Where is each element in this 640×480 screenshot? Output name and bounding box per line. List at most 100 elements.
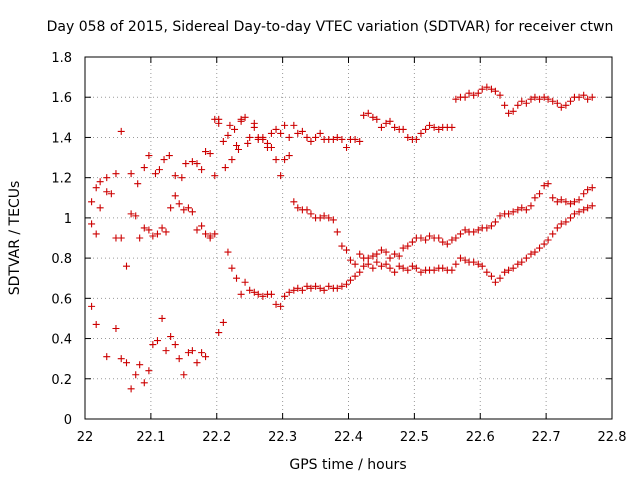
data-point-middle	[215, 329, 223, 337]
data-point-middle	[241, 278, 249, 286]
data-point-high	[151, 170, 159, 178]
data-point-high	[182, 160, 190, 168]
data-point-low	[474, 226, 482, 234]
data-point-low	[404, 242, 412, 250]
data-point-middle	[553, 224, 561, 232]
data-point-middle	[369, 264, 377, 272]
y-tick-label: 1.4	[51, 131, 72, 146]
data-point-high	[382, 119, 390, 127]
data-point-low	[316, 214, 324, 222]
data-point-high	[277, 129, 285, 137]
data-point-middle	[281, 292, 289, 300]
data-point-low	[456, 230, 464, 238]
data-point-high	[435, 125, 443, 133]
data-point-low	[496, 212, 504, 220]
y-tick-label: 0	[64, 413, 72, 428]
data-point-high	[155, 166, 163, 174]
data-point-low	[180, 371, 188, 379]
data-point-middle	[377, 262, 385, 270]
data-point-middle	[272, 300, 280, 308]
data-point-low	[522, 206, 530, 214]
data-point-low	[483, 224, 491, 232]
data-point-high	[226, 121, 234, 129]
data-point-low	[356, 250, 364, 258]
data-point-low	[285, 152, 293, 160]
data-point-middle	[474, 260, 482, 268]
x-tick-label: 22.1	[136, 430, 165, 445]
data-point-high	[487, 85, 495, 93]
data-point-low	[461, 226, 469, 234]
data-point-middle	[307, 284, 315, 292]
data-point-high	[553, 99, 561, 107]
data-point-low	[426, 232, 434, 240]
data-point-high	[202, 148, 210, 156]
data-point-middle	[496, 274, 504, 282]
y-tick-label: 0.6	[51, 292, 72, 307]
data-point-high	[92, 184, 100, 192]
data-point-middle	[303, 282, 311, 290]
data-point-high	[178, 174, 186, 182]
data-point-high	[221, 164, 229, 172]
data-point-middle	[518, 258, 526, 266]
data-point-high	[329, 135, 337, 143]
data-point-high	[338, 135, 346, 143]
data-point-low	[491, 218, 499, 226]
data-point-middle	[233, 274, 241, 282]
data-points	[88, 83, 596, 393]
data-point-middle	[399, 264, 407, 272]
data-point-middle	[117, 234, 125, 242]
data-point-high	[391, 123, 399, 131]
x-tick-label: 22	[77, 430, 94, 445]
data-point-low	[167, 333, 175, 341]
data-point-high	[145, 152, 153, 160]
data-point-low	[417, 234, 425, 242]
data-point-low	[373, 250, 381, 258]
data-point-middle	[211, 230, 219, 238]
data-point-middle	[193, 226, 201, 234]
data-point-high	[281, 121, 289, 129]
x-tick-label: 22.8	[598, 430, 627, 445]
data-point-low	[184, 349, 192, 357]
data-point-high	[461, 93, 469, 101]
data-point-low	[175, 355, 183, 363]
data-point-low	[395, 252, 403, 260]
data-point-low	[588, 184, 596, 192]
data-point-low	[307, 210, 315, 218]
data-point-middle	[557, 220, 565, 228]
data-point-low	[233, 141, 241, 149]
data-point-high	[540, 93, 548, 101]
x-tick-label: 22.6	[466, 430, 495, 445]
data-point-high	[575, 93, 583, 101]
data-point-middle	[237, 290, 245, 298]
data-point-high	[298, 127, 306, 135]
data-point-low	[452, 234, 460, 242]
data-point-middle	[96, 204, 104, 212]
data-point-middle	[461, 256, 469, 264]
data-point-high	[536, 95, 544, 103]
data-point-low	[202, 353, 210, 361]
data-point-high	[544, 95, 552, 103]
data-point-high	[509, 107, 517, 115]
data-point-high	[211, 172, 219, 180]
data-point-middle	[575, 208, 583, 216]
data-point-middle	[316, 284, 324, 292]
data-point-middle	[92, 230, 100, 238]
data-point-low	[277, 172, 285, 180]
data-point-high	[351, 135, 359, 143]
data-point-high	[165, 152, 173, 160]
data-point-high	[272, 125, 280, 133]
data-point-high	[369, 113, 377, 121]
data-point-middle	[107, 190, 115, 198]
data-point-middle	[417, 268, 425, 276]
data-point-low	[206, 232, 214, 240]
data-point-middle	[588, 202, 596, 210]
data-point-middle	[408, 262, 416, 270]
data-point-high	[404, 133, 412, 141]
data-point-middle	[171, 192, 179, 200]
data-point-middle	[343, 280, 351, 288]
data-point-high	[307, 137, 315, 145]
data-point-middle	[487, 272, 495, 280]
x-axis-label: GPS time / hours	[289, 457, 406, 473]
data-point-middle	[514, 260, 522, 268]
data-point-high	[316, 129, 324, 137]
